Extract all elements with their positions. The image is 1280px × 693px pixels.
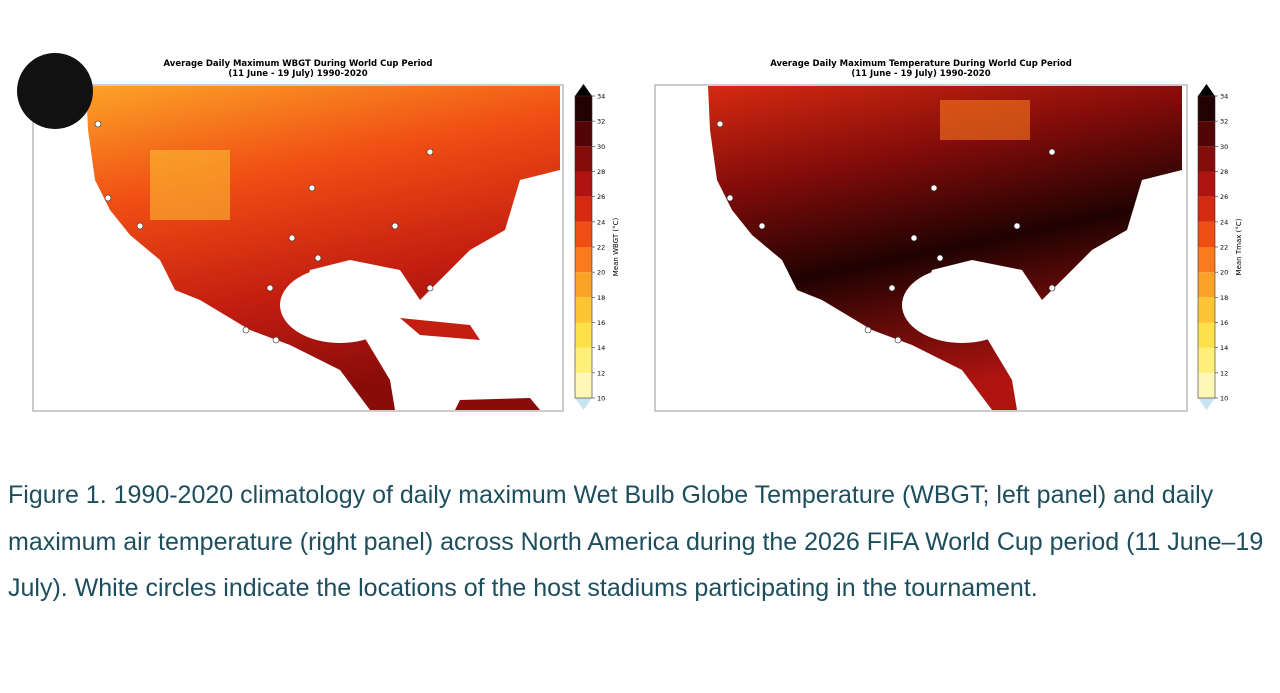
panel-title: Average Daily Maximum WBGT During World … — [164, 59, 433, 69]
colorbar-segment — [575, 322, 592, 348]
highlands — [150, 150, 230, 220]
colorbar-extend-high — [1198, 84, 1215, 96]
colorbar-segment — [1198, 121, 1215, 147]
colorbar-tick-label: 34 — [1220, 93, 1228, 101]
colorbar: 10 12 14 16 18 20 22 24 26 28 30 32 34 Mean WBGT (°C) — [574, 84, 620, 410]
gulf — [280, 267, 400, 343]
colorbar-segment — [1198, 221, 1215, 247]
islands — [455, 398, 540, 410]
panel-subtitle: (11 June - 19 July) 1990-2020 — [228, 69, 367, 79]
colorbar-segment — [575, 247, 592, 273]
colorbar-tick-label: 28 — [597, 168, 605, 176]
colorbar-segment — [575, 297, 592, 323]
gulf — [902, 267, 1022, 343]
colorbar-tick-label: 32 — [597, 118, 605, 126]
colorbar-tick-label: 20 — [597, 269, 605, 277]
colorbar-extend-low — [1198, 398, 1215, 410]
colorbar-segment — [575, 272, 592, 298]
colorbar-tick-label: 24 — [597, 218, 605, 226]
colorbar-tick-label: 16 — [597, 319, 605, 327]
map-left — [32, 84, 564, 412]
colorbar-segment — [1198, 196, 1215, 222]
colorbar-tick-label: 30 — [1220, 143, 1228, 151]
colorbar-tick-label: 26 — [597, 193, 605, 201]
colorbar-label: Mean WBGT (°C) — [612, 218, 620, 277]
colorbar-tick-label: 14 — [1220, 344, 1228, 352]
colorbar-tick-label: 28 — [1220, 168, 1228, 176]
colorbar-segment — [575, 221, 592, 247]
colorbar-tick-label: 30 — [597, 143, 605, 151]
colorbar-segment — [1198, 247, 1215, 273]
colorbar-tick-label: 18 — [1220, 294, 1228, 302]
colorbar-tick-label: 24 — [1220, 218, 1228, 226]
cool-north — [940, 100, 1030, 140]
colorbar-tick-label: 32 — [1220, 118, 1228, 126]
colorbar-segment — [1198, 297, 1215, 323]
colorbar-segment — [1198, 146, 1215, 172]
colorbar-segment — [1198, 96, 1215, 122]
colorbar-tick-label: 12 — [597, 369, 605, 377]
colorbar-tick-label: 10 — [1220, 395, 1228, 403]
colorbar-segment — [575, 96, 592, 122]
colorbar-tick-label: 10 — [597, 395, 605, 403]
colorbar-segment — [575, 146, 592, 172]
colorbar-extend-high — [575, 84, 592, 96]
colorbar-tick-label: 16 — [1220, 319, 1228, 327]
colorbar-tick-label: 22 — [1220, 244, 1228, 252]
land — [708, 86, 1182, 410]
colorbar-segment — [1198, 322, 1215, 348]
stadiums — [94, 120, 434, 344]
panel-subtitle: (11 June - 19 July) 1990-2020 — [851, 69, 990, 79]
colorbar: 10 12 14 16 18 20 22 24 26 28 30 32 34 Mean Tmax (°C) — [1197, 84, 1243, 410]
colorbar-tick-label: 26 — [1220, 193, 1228, 201]
colorbar-label: Mean Tmax (°C) — [1235, 218, 1243, 275]
avatar-dot — [17, 53, 93, 129]
colorbar-segment — [575, 171, 592, 197]
colorbar-segment — [575, 121, 592, 147]
colorbar-segment — [1198, 347, 1215, 373]
stadiums — [716, 120, 1056, 344]
colorbar-segment — [575, 196, 592, 222]
colorbar-tick-label: 14 — [597, 344, 605, 352]
colorbar-segment — [1198, 272, 1215, 298]
panel-title: Average Daily Maximum Temperature During… — [770, 59, 1072, 69]
colorbar-segment — [575, 372, 592, 398]
colorbar-tick-label: 18 — [597, 294, 605, 302]
colorbar-tick-label: 12 — [1220, 369, 1228, 377]
colorbar-tick-label: 20 — [1220, 269, 1228, 277]
map-right — [654, 84, 1188, 412]
islands — [400, 318, 480, 340]
colorbar-tick-label: 34 — [597, 93, 605, 101]
colorbar-segment — [575, 347, 592, 373]
figure: Average Daily Maximum WBGT During World … — [17, 53, 1243, 412]
figure-caption: Figure 1. 1990-2020 climatology of daily… — [8, 481, 1264, 602]
colorbar-extend-low — [575, 398, 592, 410]
colorbar-segment — [1198, 171, 1215, 197]
colorbar-segment — [1198, 372, 1215, 398]
colorbar-tick-label: 22 — [597, 244, 605, 252]
